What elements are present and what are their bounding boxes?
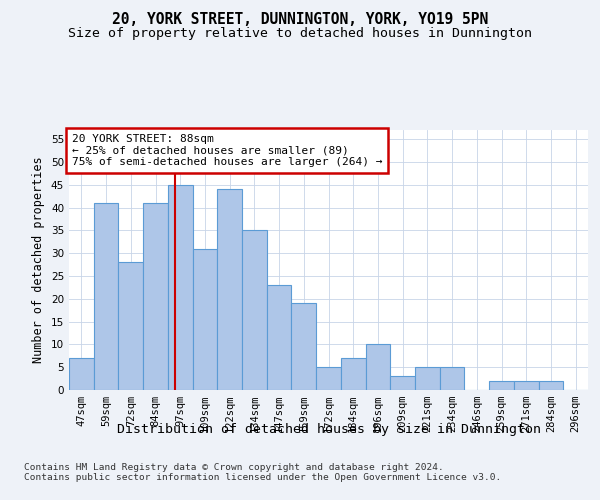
Bar — [415, 367, 440, 390]
Bar — [390, 376, 415, 390]
Bar — [69, 358, 94, 390]
Text: 20 YORK STREET: 88sqm
← 25% of detached houses are smaller (89)
75% of semi-deta: 20 YORK STREET: 88sqm ← 25% of detached … — [71, 134, 382, 167]
Bar — [316, 367, 341, 390]
Bar — [267, 285, 292, 390]
Bar — [217, 190, 242, 390]
Bar — [193, 248, 217, 390]
Text: Distribution of detached houses by size in Dunnington: Distribution of detached houses by size … — [117, 422, 541, 436]
Bar — [242, 230, 267, 390]
Bar — [514, 381, 539, 390]
Bar — [365, 344, 390, 390]
Text: Contains HM Land Registry data © Crown copyright and database right 2024.
Contai: Contains HM Land Registry data © Crown c… — [24, 462, 501, 482]
Bar — [539, 381, 563, 390]
Text: 20, YORK STREET, DUNNINGTON, YORK, YO19 5PN: 20, YORK STREET, DUNNINGTON, YORK, YO19 … — [112, 12, 488, 28]
Bar — [341, 358, 365, 390]
Bar — [489, 381, 514, 390]
Y-axis label: Number of detached properties: Number of detached properties — [32, 156, 46, 364]
Bar — [440, 367, 464, 390]
Bar — [292, 304, 316, 390]
Bar — [143, 203, 168, 390]
Text: Size of property relative to detached houses in Dunnington: Size of property relative to detached ho… — [68, 28, 532, 40]
Bar — [94, 203, 118, 390]
Bar — [168, 184, 193, 390]
Bar — [118, 262, 143, 390]
